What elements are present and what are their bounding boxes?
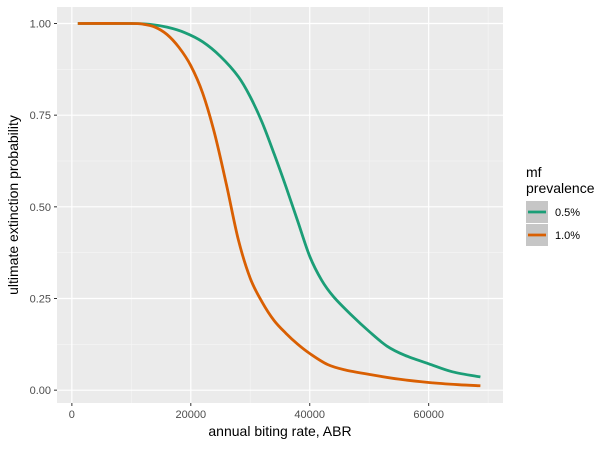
y-tick-label: 0.00 [30, 385, 51, 397]
x-tick-label: 40000 [294, 409, 325, 421]
y-axis: 0.00 0.25 0.50 0.75 1.00 [30, 19, 57, 397]
x-axis-title: annual biting rate, ABR [208, 423, 351, 439]
y-tick-label: 0.75 [30, 110, 51, 122]
x-tick-label: 60000 [413, 409, 444, 421]
legend-label: 1.0% [555, 230, 580, 242]
plot-panel [57, 7, 503, 403]
y-tick-label: 0.25 [30, 294, 51, 306]
legend-label: 0.5% [555, 207, 580, 219]
x-tick-label: 0 [69, 409, 75, 421]
y-axis-title: ultimate extinction probability [5, 115, 21, 295]
legend-keys: 0.5% 1.0% [526, 201, 580, 246]
major-gridlines [57, 7, 503, 403]
legend: mf prevalence 0.5% 1.0% [526, 164, 595, 246]
x-tick-label: 20000 [176, 409, 207, 421]
x-axis: 0 20000 40000 60000 [69, 403, 444, 421]
y-tick-label: 0.50 [30, 202, 51, 214]
legend-title-line-1: mf [526, 164, 542, 180]
series-line-2 [77, 22, 481, 388]
legend-title-line-2: prevalence [526, 180, 595, 196]
series-line-1 [77, 22, 481, 379]
y-tick-label: 1.00 [30, 19, 51, 31]
minor-gridlines [57, 7, 503, 403]
series-lines [77, 22, 481, 388]
